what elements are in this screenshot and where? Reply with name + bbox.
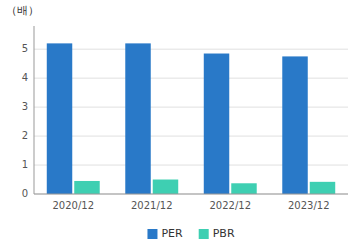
bar bbox=[282, 56, 307, 194]
y-tick-label: 5 bbox=[22, 43, 28, 54]
y-axis-line bbox=[34, 26, 35, 194]
y-tick-label: 4 bbox=[22, 72, 28, 83]
legend-swatch bbox=[147, 229, 157, 239]
bar bbox=[47, 43, 72, 194]
bar bbox=[231, 183, 256, 194]
y-tick-label: 2 bbox=[22, 130, 28, 141]
bar bbox=[204, 54, 229, 194]
chart: （배） 0 1 2 3 4 5 2020/12 2021/12 2022/12 2023/12 PER… bbox=[0, 0, 360, 248]
x-axis-line bbox=[34, 194, 348, 195]
bar bbox=[74, 181, 99, 194]
legend-swatch bbox=[199, 229, 209, 239]
grid-line bbox=[34, 194, 348, 195]
bar bbox=[153, 180, 178, 194]
bar bbox=[125, 43, 150, 194]
y-tick-label: 0 bbox=[22, 188, 28, 199]
legend-label: PER bbox=[161, 227, 183, 240]
x-tick-label: 2020/12 bbox=[52, 200, 94, 211]
bar bbox=[310, 182, 335, 194]
legend-label: PBR bbox=[213, 227, 235, 240]
y-axis-label: （배） bbox=[6, 4, 39, 17]
legend: PER PBR bbox=[147, 227, 234, 240]
y-tick-label: 3 bbox=[22, 101, 28, 112]
x-tick-label: 2023/12 bbox=[288, 200, 330, 211]
x-tick-label: 2021/12 bbox=[131, 200, 173, 211]
x-tick-label: 2022/12 bbox=[209, 200, 251, 211]
grid bbox=[34, 49, 348, 194]
y-tick-label: 1 bbox=[22, 159, 28, 170]
grid-line bbox=[34, 49, 348, 50]
bars bbox=[47, 43, 335, 194]
